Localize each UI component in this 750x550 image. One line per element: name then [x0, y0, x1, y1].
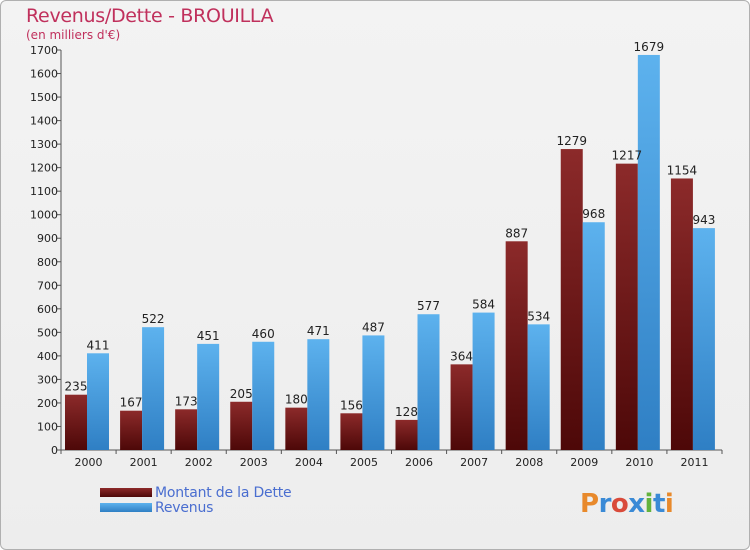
x-tick-label: 2002	[185, 456, 213, 469]
legend-item-revenus: Revenus	[100, 500, 360, 516]
proxiti-logo-letter: o	[610, 489, 629, 519]
proxiti-logo-letter: i	[644, 489, 654, 519]
value-label-revenus: 411	[87, 338, 110, 352]
bar-revenus	[307, 339, 330, 450]
proxiti-logo-letter: t	[652, 489, 665, 519]
y-tick-label: 900	[37, 232, 58, 245]
y-tick-label: 0	[51, 444, 58, 457]
bar-revenus	[527, 324, 550, 450]
value-label-revenus: 471	[307, 324, 330, 338]
y-tick-label: 100	[37, 420, 58, 433]
y-tick-label: 1700	[30, 44, 58, 57]
x-tick-label: 2006	[405, 456, 433, 469]
y-tick-label: 1400	[30, 115, 58, 128]
bar-debt	[65, 394, 87, 450]
bar-revenus	[197, 343, 220, 450]
y-tick-label: 400	[37, 350, 58, 363]
x-tick-label: 2003	[240, 456, 268, 469]
chart-title: Revenus/Dette - BROUILLA	[26, 5, 274, 27]
y-tick-label: 1000	[30, 209, 58, 222]
value-label-debt: 235	[65, 380, 88, 394]
y-tick-label: 1300	[30, 138, 58, 151]
value-label-debt: 1279	[556, 134, 587, 148]
y-tick-label: 700	[37, 279, 58, 292]
value-label-debt: 205	[230, 387, 253, 401]
bar-debt	[285, 407, 308, 450]
value-label-revenus: 577	[417, 299, 440, 313]
value-label-revenus: 584	[472, 298, 495, 312]
value-label-debt: 173	[175, 394, 198, 408]
x-tick-label: 2009	[570, 456, 598, 469]
legend-label-debt: Montant de la Dette	[155, 485, 292, 501]
proxiti-logo-letter: P	[580, 489, 599, 519]
legend-swatch-debt	[100, 488, 152, 497]
value-label-debt: 364	[450, 349, 473, 363]
bar-debt	[175, 409, 198, 450]
value-label-revenus: 522	[142, 312, 165, 326]
x-tick-label: 2008	[515, 456, 543, 469]
bar-debt	[670, 178, 693, 450]
bar-revenus	[692, 228, 715, 450]
y-tick-label: 1200	[30, 162, 58, 175]
bar-revenus	[142, 327, 165, 450]
x-tick-label: 2011	[680, 456, 708, 469]
bar-debt	[395, 419, 418, 450]
bar-debt	[450, 364, 473, 450]
y-tick-label: 500	[37, 326, 58, 339]
y-tick-label: 200	[37, 397, 58, 410]
legend-label-revenus: Revenus	[155, 500, 214, 516]
y-tick-label: 1100	[30, 185, 58, 198]
bar-debt	[230, 401, 253, 450]
chart-subtitle: (en milliers d'€)	[26, 28, 121, 42]
bar-debt	[615, 163, 638, 450]
bar-debt	[505, 241, 528, 450]
value-label-revenus: 451	[197, 329, 220, 343]
y-tick-label: 1500	[30, 91, 58, 104]
proxiti-logo-letter: x	[628, 489, 645, 519]
value-label-debt: 887	[505, 226, 528, 240]
bar-revenus	[362, 335, 385, 450]
bar-debt	[120, 410, 143, 450]
bar-debt	[560, 149, 583, 450]
x-tick-label: 2000	[75, 456, 103, 469]
bar-revenus	[472, 312, 495, 450]
bars	[65, 54, 715, 451]
bar-revenus	[87, 353, 109, 450]
y-tick-label: 300	[37, 373, 58, 386]
value-label-revenus: 943	[692, 213, 715, 227]
value-label-revenus: 534	[527, 309, 550, 323]
value-label-debt: 1217	[612, 149, 643, 163]
bar-revenus	[637, 54, 660, 451]
x-tick-label: 2004	[295, 456, 323, 469]
bar-revenus	[417, 314, 440, 450]
value-label-revenus: 460	[252, 327, 275, 341]
proxiti-logo-letter: i	[664, 489, 674, 519]
bar-debt	[340, 413, 363, 450]
y-tick-label: 600	[37, 303, 58, 316]
y-tick-label: 800	[37, 256, 58, 269]
value-label-debt: 1154	[667, 163, 698, 177]
value-label-revenus: 487	[362, 320, 385, 334]
proxiti-logo: Proxiti	[580, 489, 674, 519]
labels: 0 100 200 300 400 500 600 700 800 900 1000 1100 1200…	[30, 40, 715, 469]
bar-revenus	[252, 341, 275, 450]
value-label-revenus: 1679	[634, 40, 665, 54]
x-tick-label: 2001	[130, 456, 158, 469]
axes	[57, 49, 723, 454]
value-label-revenus: 968	[582, 207, 605, 221]
value-label-debt: 128	[395, 405, 418, 419]
bar-revenus	[582, 222, 605, 450]
x-tick-label: 2010	[625, 456, 653, 469]
value-label-debt: 167	[120, 396, 143, 410]
legend: Montant de la Dette Revenus	[100, 485, 360, 516]
legend-item-debt: Montant de la Dette	[100, 485, 360, 501]
x-tick-label: 2005	[350, 456, 378, 469]
value-label-debt: 180	[285, 393, 308, 407]
y-tick-label: 1600	[30, 68, 58, 81]
legend-swatch-revenus	[100, 503, 152, 512]
value-label-debt: 156	[340, 398, 363, 412]
proxiti-logo-letter: r	[598, 489, 612, 519]
x-tick-label: 2007	[460, 456, 488, 469]
